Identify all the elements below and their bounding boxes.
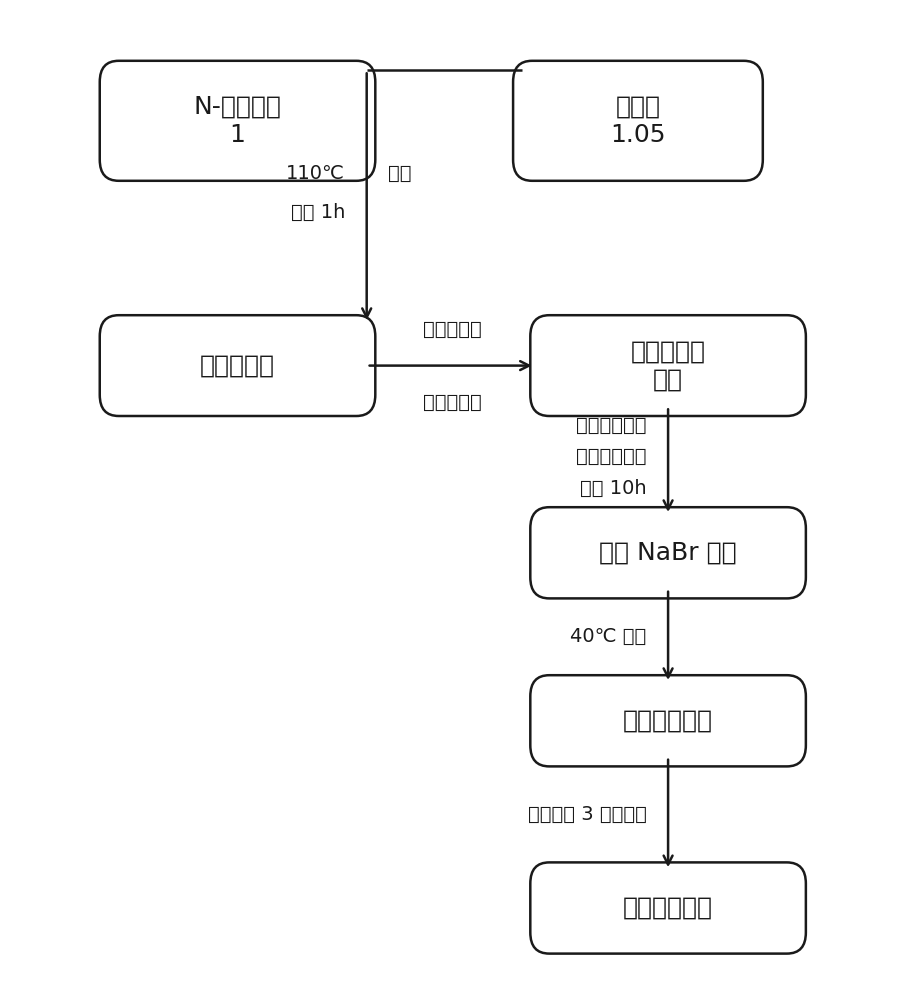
FancyBboxPatch shape <box>530 675 806 766</box>
Text: 碱性离子液体: 碱性离子液体 <box>623 896 713 920</box>
Text: 乙醚离心 3 次、干燥: 乙醚离心 3 次、干燥 <box>527 805 647 824</box>
Text: 除去 NaBr 沉淀: 除去 NaBr 沉淀 <box>599 541 737 565</box>
Text: 搅拌: 搅拌 <box>388 164 412 183</box>
Text: 110℃: 110℃ <box>286 164 345 183</box>
FancyBboxPatch shape <box>530 507 806 598</box>
Text: 离心、静置: 离心、静置 <box>423 320 483 339</box>
FancyBboxPatch shape <box>100 61 375 181</box>
Text: 搅拌 10h: 搅拌 10h <box>580 479 647 498</box>
Text: 40℃ 旋蒸: 40℃ 旋蒸 <box>570 627 647 646</box>
Text: 抽滤和干燥: 抽滤和干燥 <box>423 392 483 411</box>
Text: 回流 1h: 回流 1h <box>291 203 345 222</box>
FancyBboxPatch shape <box>530 315 806 416</box>
Text: N-甲基咪哇
1: N-甲基咪哇 1 <box>194 95 282 147</box>
Text: 离子液体中
间体: 离子液体中 间体 <box>631 340 706 391</box>
Text: 加入氢氧化钠: 加入氢氧化钠 <box>576 447 647 466</box>
Text: 溴代烷
1.05: 溴代烷 1.05 <box>610 95 666 147</box>
FancyBboxPatch shape <box>513 61 762 181</box>
FancyBboxPatch shape <box>530 862 806 954</box>
Text: 溶于二氯甲烷: 溶于二氯甲烷 <box>576 416 647 435</box>
Text: 粘稠状液体: 粘稠状液体 <box>200 354 275 378</box>
FancyBboxPatch shape <box>100 315 375 416</box>
Text: 离子液体粗品: 离子液体粗品 <box>623 709 713 733</box>
